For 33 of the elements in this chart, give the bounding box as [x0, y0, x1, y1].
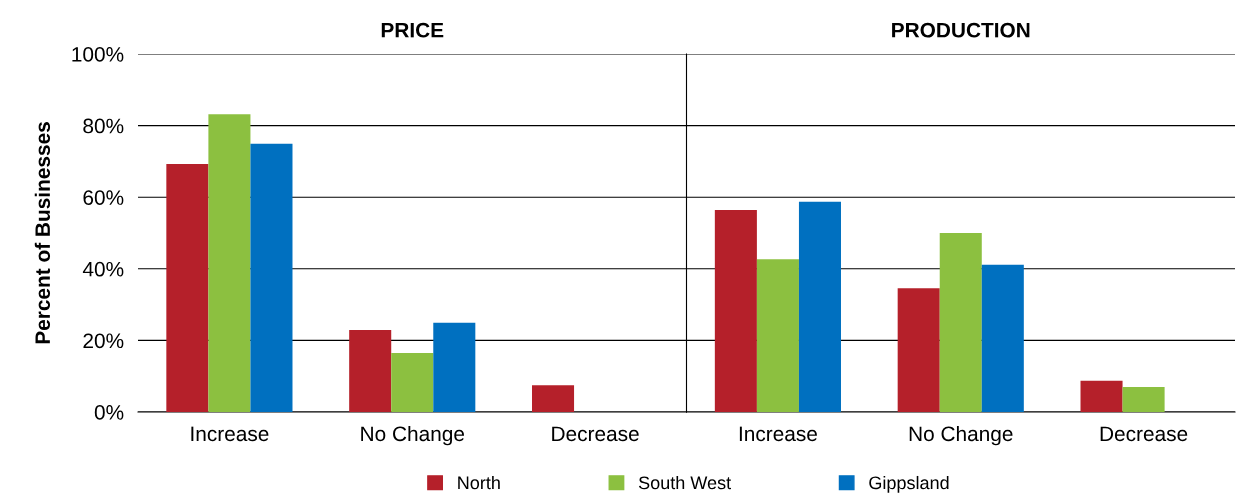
bar [981, 264, 1024, 412]
legend-label: South West [638, 475, 731, 490]
bar [897, 288, 940, 412]
bar [433, 322, 476, 412]
x-tick-label: Decrease [552, 426, 639, 442]
bar [756, 259, 799, 412]
legend-label: North [458, 475, 500, 490]
y-axis-title: Percent of Businesses [34, 122, 51, 344]
bar [532, 385, 575, 412]
x-tick-label: No Change [909, 425, 1013, 446]
bar [349, 330, 392, 412]
y-tick-label: 80% [83, 118, 124, 134]
y-tick-label: 60% [83, 190, 124, 205]
bar [939, 233, 982, 412]
y-tick-label: 40% [82, 261, 124, 277]
x-tick-label: No Change [361, 425, 465, 446]
chart-title: PRICE [381, 22, 444, 38]
x-tick-label: Decrease [1100, 426, 1188, 442]
x-tick-label: Increase [739, 426, 817, 442]
x-tick-label: Increase [191, 426, 269, 442]
bar [208, 114, 251, 412]
bar [1080, 380, 1123, 412]
bar [798, 201, 841, 412]
bar [250, 143, 293, 412]
y-tick-label: 100% [72, 47, 124, 62]
bar [714, 210, 757, 412]
y-tick-label: 0% [94, 405, 124, 420]
legend-label: Gippsland [869, 475, 949, 493]
y-tick-label: 20% [83, 333, 124, 349]
bar [391, 352, 434, 412]
bar [166, 163, 209, 412]
chart-title: PRODUCTION [892, 22, 1030, 38]
bar [1122, 386, 1165, 412]
